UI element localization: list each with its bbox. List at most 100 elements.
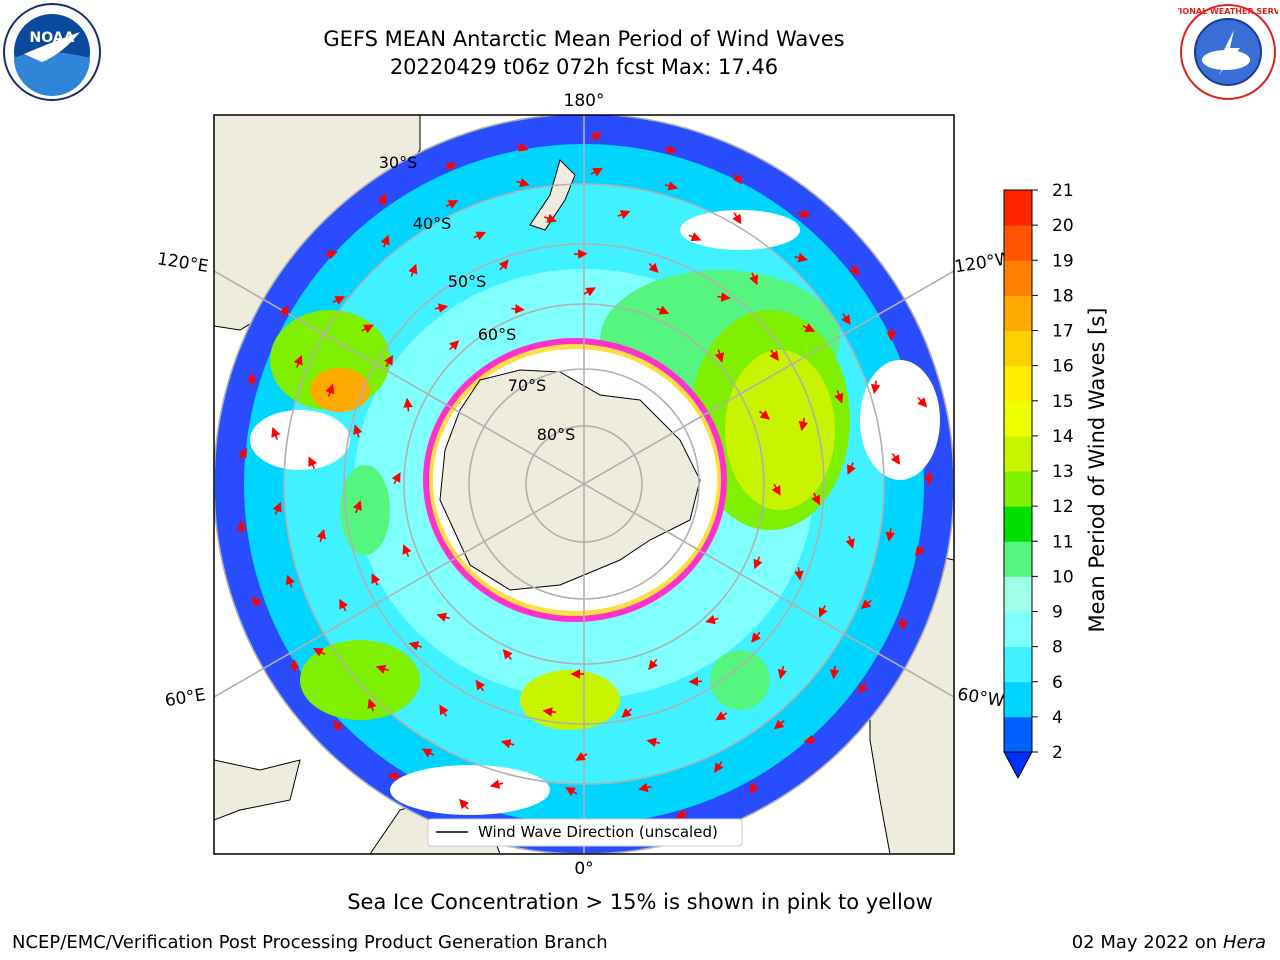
- wind-wave-arrow: [715, 711, 728, 721]
- wind-wave-arrow: [897, 617, 908, 631]
- wind-wave-arrow: [818, 605, 828, 618]
- colorbar-tick-label: 17: [1052, 322, 1074, 342]
- colorbar-tick-label: 20: [1052, 216, 1074, 236]
- svg-text:NOAA: NOAA: [30, 30, 75, 46]
- wind-wave-arrow: [285, 574, 295, 588]
- wind-wave-arrow: [688, 676, 703, 687]
- plot-subtitle: 20220429 t06z 072h fcst Max: 17.46: [389, 55, 779, 79]
- wind-wave-arrow: [749, 782, 759, 795]
- wind-wave-arrow: [590, 167, 604, 177]
- colorbar-segment: [1004, 716, 1032, 753]
- lon-label-60w: 60°W: [956, 685, 1006, 712]
- wind-wave-arrow: [271, 427, 281, 440]
- wind-wave-arrow: [811, 492, 820, 506]
- wind-wave-arrow: [543, 213, 557, 223]
- wind-wave-arrow: [771, 483, 781, 496]
- wind-wave-arrow: [475, 679, 486, 692]
- wind-wave-arrow: [885, 528, 895, 542]
- run-date: 02 May 2022 on Hera: [1071, 932, 1266, 953]
- colorbar-segment: [1004, 611, 1032, 648]
- wind-wave-arrow: [387, 771, 402, 782]
- wind-wave-arrow: [402, 544, 412, 558]
- colorbar-segment: [1004, 646, 1032, 683]
- colorbar-segment: [1004, 260, 1032, 296]
- wind-wave-arrow: [449, 340, 460, 351]
- wind-wave-arrow: [312, 647, 326, 657]
- wind-wave-arrow: [500, 739, 515, 749]
- wind-wave-arrow: [705, 614, 719, 625]
- wind-wave-arrow: [714, 349, 725, 363]
- wind-wave-arrow: [436, 612, 450, 622]
- wind-wave-arrow: [377, 193, 387, 207]
- lon-label-180: 180°: [564, 91, 605, 111]
- wind-wave-arrow: [325, 383, 335, 397]
- wind-wave-arrow: [732, 173, 743, 185]
- colorbar-label: Mean Period of Wind Waves [s]: [1085, 308, 1109, 633]
- wind-wave-arrow: [688, 232, 702, 242]
- lat-labels: 30°S 40°S 50°S 60°S 70°S 80°S: [379, 153, 576, 444]
- wind-wave-arrow: [367, 698, 377, 712]
- wind-wave-arrow: [829, 665, 840, 680]
- wind-wave-arrow: [777, 665, 788, 680]
- wind-wave-arrow: [621, 707, 633, 718]
- wind-wave-arrow: [498, 259, 509, 271]
- wind-wave-arrow: [717, 292, 731, 302]
- wind-wave-arrow: [638, 782, 652, 793]
- wind-wave-arrow: [489, 779, 504, 789]
- wind-wave-arrow: [421, 748, 435, 758]
- wind-wave-arrow: [515, 142, 529, 152]
- credit-line: NCEP/EMC/Verification Post Processing Pr…: [12, 932, 608, 953]
- antarctica: [439, 369, 701, 591]
- wind-wave-arrow: [849, 264, 860, 276]
- wind-wave-arrow: [656, 305, 670, 315]
- sea-ice-note: Sea Ice Concentration > 15% is shown in …: [347, 890, 933, 914]
- wind-wave-arrow: [332, 720, 343, 731]
- wind-wave-arrow: [445, 200, 459, 209]
- colorbar-tick-label: 4: [1052, 708, 1063, 728]
- colorbar-tick-label: 10: [1052, 567, 1074, 587]
- svg-text:NATIONAL WEATHER SERVICE: NATIONAL WEATHER SERVICE: [1178, 7, 1278, 16]
- colorbar: 2 4 6 8 9 10 11 12 13 14 15 16 17 18 19 20 21: [1003, 181, 1074, 780]
- wind-wave-arrow: [542, 707, 557, 717]
- map-legend: Wind Wave Direction (unscaled): [427, 818, 743, 847]
- wind-wave-arrow: [575, 751, 588, 761]
- wind-wave-arrow: [841, 313, 851, 326]
- colorbar-segment: [1004, 225, 1032, 261]
- wind-wave-arrow: [769, 349, 779, 361]
- lat-label-70: 70°S: [508, 376, 547, 395]
- colorbar-tick-label: 9: [1052, 603, 1063, 623]
- wind-wave-arrow: [473, 231, 487, 241]
- wind-wave-arrow: [589, 132, 603, 142]
- wind-wave-arrow: [914, 545, 925, 557]
- wind-wave-arrow: [272, 501, 282, 515]
- colorbar-tick-label: 14: [1052, 427, 1074, 447]
- colorbar-extend-min: [1003, 751, 1033, 780]
- wind-wave-arrow: [565, 787, 578, 797]
- wind-wave-arrow: [290, 659, 300, 673]
- colorbar-tick-label: 12: [1052, 497, 1074, 517]
- wind-wave-arrow: [648, 659, 658, 671]
- wind-wave-arrow: [749, 272, 758, 286]
- lat-label-60: 60°S: [478, 325, 517, 344]
- lat-label-50: 50°S: [448, 272, 487, 291]
- wind-wave-arrow: [308, 456, 318, 469]
- wind-wave-arrow: [870, 380, 881, 395]
- lon-label-120e: 120°E: [156, 249, 210, 277]
- colorbar-segment: [1004, 471, 1032, 507]
- wind-wave-arrow: [917, 396, 928, 408]
- colorbar-segment: [1004, 190, 1032, 226]
- nws-logo: NATIONAL WEATHER SERVICE: [1178, 4, 1278, 100]
- wind-wave-arrow: [773, 719, 785, 730]
- wind-wave-arrow: [434, 303, 449, 313]
- new-zealand: [529, 159, 576, 231]
- wind-wave-arrow: [794, 253, 808, 263]
- lat-label-40: 40°S: [413, 214, 452, 233]
- wind-wave-arrow: [794, 567, 804, 581]
- wind-wave-arrow: [675, 809, 689, 819]
- colorbar-tick-label: 11: [1052, 532, 1074, 552]
- wind-wave-arrow: [803, 734, 817, 745]
- wind-wave-arrow: [834, 390, 844, 404]
- legend-label: Wind Wave Direction (unscaled): [478, 823, 718, 841]
- colorbar-segment: [1004, 576, 1032, 612]
